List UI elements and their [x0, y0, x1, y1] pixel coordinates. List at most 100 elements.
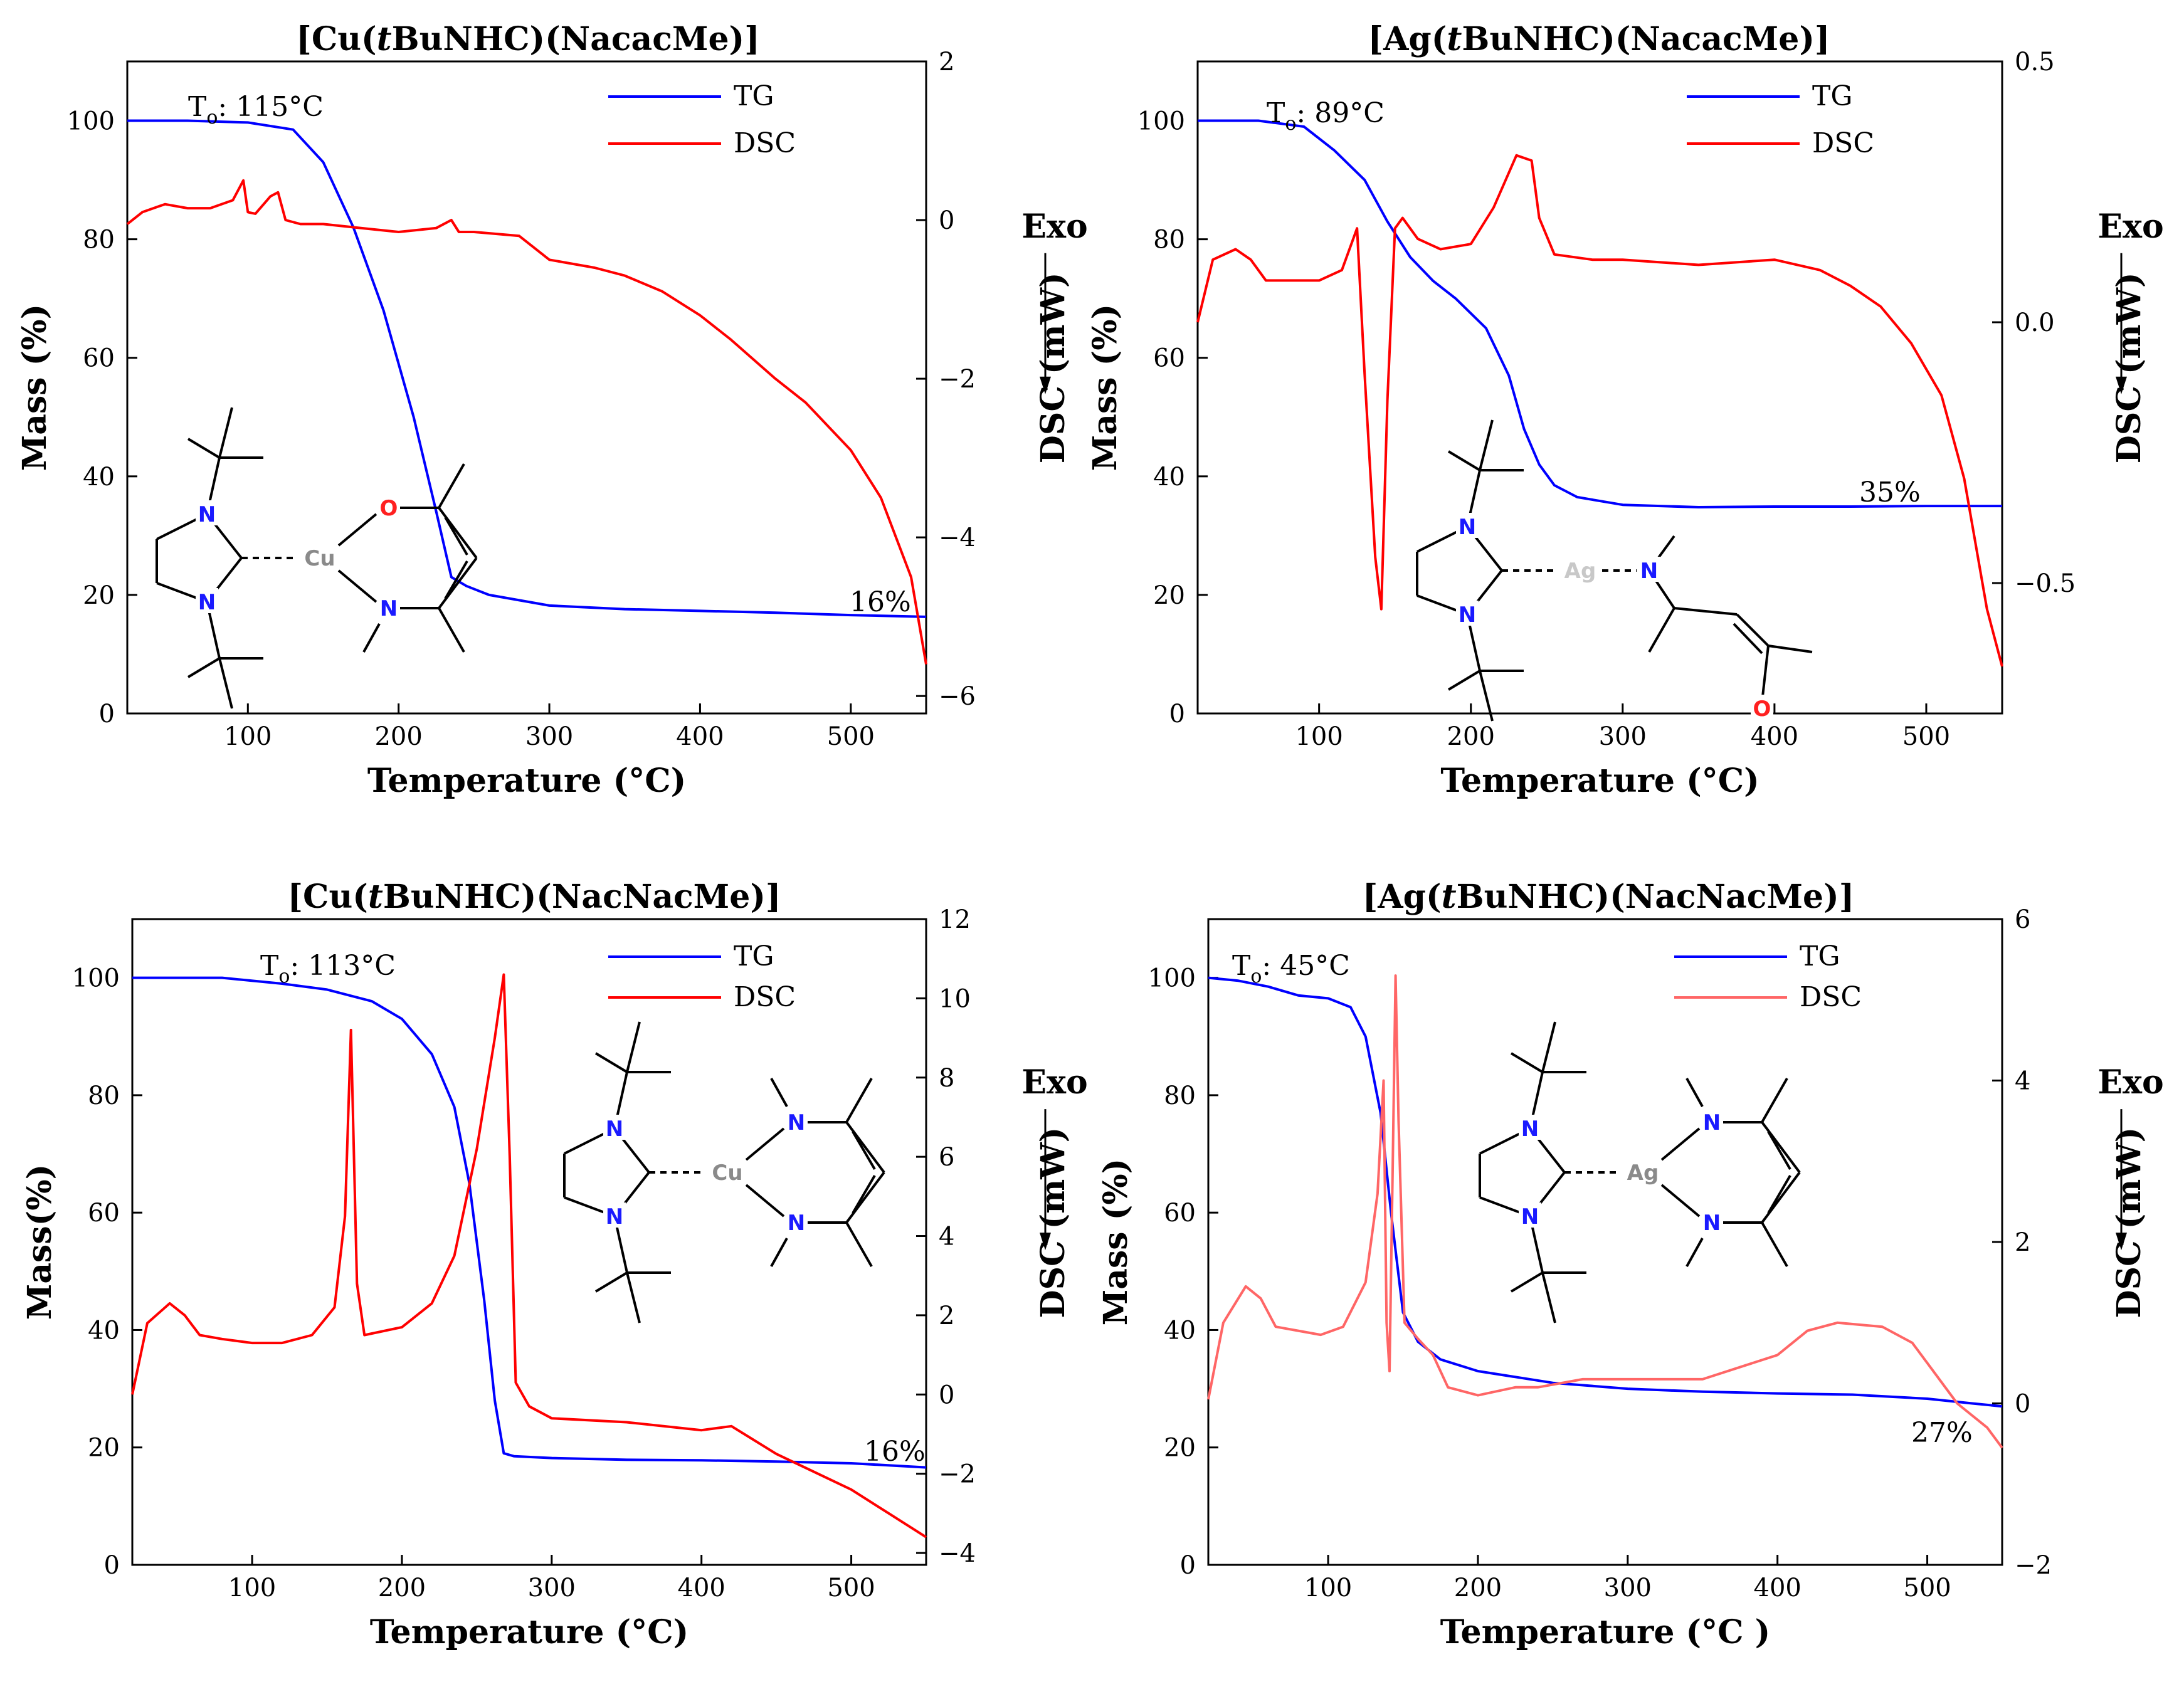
y-left-tick-label: 20 [83, 581, 115, 610]
molecule-bond [852, 1174, 876, 1214]
molecule-bond [1685, 1078, 1704, 1107]
atom-background [1456, 601, 1479, 626]
metal-atom: Cu [712, 1160, 742, 1186]
oxygen-atom: O [1753, 697, 1771, 722]
atom-background [785, 1108, 808, 1134]
x-tick-label: 500 [827, 722, 875, 751]
series-line-dsc [1196, 154, 2003, 667]
molecule-bond [1768, 644, 1813, 653]
atom-background [1569, 557, 1591, 582]
y-left-tick-label: 20 [1164, 1434, 1196, 1463]
nitrogen-atom: N [1459, 515, 1476, 540]
y-right-axis-label: DSC (mW) [2110, 1127, 2148, 1318]
x-tick-label: 200 [374, 722, 422, 751]
oxygen-atom: O [380, 496, 398, 521]
x-tick-label: 300 [1604, 1574, 1652, 1602]
molecule-bond [1761, 1078, 1788, 1123]
y-right-tick-label: 2 [939, 1302, 954, 1330]
residue-label: 16% [850, 586, 911, 618]
atom-background [1632, 1159, 1654, 1184]
molecule-bond [438, 463, 465, 508]
molecule-bond [1510, 1271, 1544, 1293]
molecule-bond [1767, 1130, 1791, 1171]
molecule-bond [745, 1127, 785, 1161]
molecule-bond [745, 1184, 785, 1218]
y-left-tick-label: 60 [83, 344, 115, 373]
nitrogen-atom: N [788, 1110, 805, 1135]
molecule-bond [1510, 1052, 1544, 1073]
legend-label-tg: TG [734, 80, 774, 112]
y-right-tick-label: −4 [939, 523, 976, 552]
onset-sub: o [206, 107, 218, 129]
y-left-tick-label: 40 [83, 463, 115, 492]
legend-label-tg: TG [734, 940, 774, 972]
y-left-tick-label: 60 [1153, 344, 1185, 373]
chart-title-part: BuNHC)(NacNacMe)] [383, 878, 781, 916]
y-left-tick-label: 80 [83, 226, 115, 255]
y-left-tick-label: 100 [67, 107, 115, 136]
molecule-bond [337, 569, 377, 603]
nitrogen-atom: N [606, 1204, 623, 1229]
y-right-tick-label: 0.5 [2015, 48, 2055, 76]
legend-label-dsc: DSC [734, 981, 796, 1013]
chart-title-part: BuNHC)(NacacMe)] [392, 20, 760, 58]
chart-title-part: t [1447, 20, 1462, 58]
atom-background [196, 588, 218, 613]
nitrogen-atom: N [788, 1211, 805, 1236]
molecule-bond [1674, 607, 1738, 616]
molecule-bond [1541, 1021, 1556, 1073]
onset-value: : 89°C [1296, 97, 1384, 129]
y-right-axis-label: DSC (mW) [2110, 272, 2148, 463]
molecule-structure: N N Ag N N [1479, 1021, 1801, 1323]
chart-title: [Cu(tBuNHC)(NacacMe)] [296, 20, 760, 58]
onset-sub: o [1285, 113, 1296, 135]
nitrogen-atom: N [1703, 1211, 1721, 1236]
molecule-bond [187, 438, 221, 459]
molecule-bond [1660, 1184, 1701, 1218]
atom-background [377, 594, 400, 619]
molecule-bond [1447, 670, 1481, 691]
atom-background [1701, 1209, 1723, 1234]
y-right-axis-label: DSC (mW) [1034, 1127, 1072, 1318]
nitrogen-atom: N [1521, 1204, 1539, 1229]
y-right-tick-label: 4 [939, 1223, 954, 1251]
molecule-bond [438, 608, 465, 653]
x-tick-label: 100 [1295, 722, 1343, 751]
chart-title-part: BuNHC)(NacNacMe)] [1457, 878, 1855, 916]
exo-arrowhead-icon [1040, 376, 1051, 394]
molecule-structure: N N Cu O N [156, 407, 478, 709]
molecule-bond [852, 1130, 876, 1171]
molecule-bond [594, 1271, 628, 1293]
chart-title-part: t [377, 20, 392, 58]
series-line-tg [1198, 119, 2002, 508]
molecule-bond [626, 1021, 641, 1073]
chart-title: [Cu(tBuNHC)(NacNacMe)] [287, 878, 781, 916]
y-right-tick-label: −2 [939, 365, 976, 394]
y-left-tick-label: 20 [1153, 581, 1185, 610]
chart-title: [Ag(tBuNHC)(NacacMe)] [1368, 20, 1830, 58]
chart-panel-4: [Ag(tBuNHC)(NacNacMe)]100 200 300 400 500020… [1097, 878, 2164, 1651]
x-tick-label: 300 [528, 1574, 576, 1602]
x-tick-label: 200 [378, 1574, 426, 1602]
atom-background [196, 500, 218, 525]
y-right-tick-label: −4 [939, 1539, 976, 1568]
y-right-tick-label: 0 [939, 1381, 954, 1409]
y-right-tick-label: 0 [2015, 1390, 2030, 1419]
atom-background [603, 1202, 626, 1228]
exo-label: Exo [2097, 208, 2163, 246]
exo-label: Exo [1021, 1063, 1087, 1102]
nitrogen-atom: N [198, 590, 216, 615]
metal-atom: Ag [1564, 559, 1596, 584]
x-axis-label: Temperature (°C) [370, 1613, 688, 1651]
molecule-bond [444, 516, 468, 556]
onset-value: : 115°C [218, 91, 323, 123]
chart-title-part: t [368, 878, 383, 916]
series-line-tg [132, 976, 927, 1469]
legend-label-dsc: DSC [1812, 127, 1874, 159]
molecule-bond [218, 407, 233, 458]
onset-annotation: To: 89°C [1267, 97, 1385, 135]
y-left-tick-label: 80 [88, 1081, 120, 1110]
nitrogen-atom: N [1703, 1110, 1721, 1135]
plot-frame [1207, 918, 2003, 1566]
molecule-structure: N N Ag N O [1416, 419, 1813, 722]
